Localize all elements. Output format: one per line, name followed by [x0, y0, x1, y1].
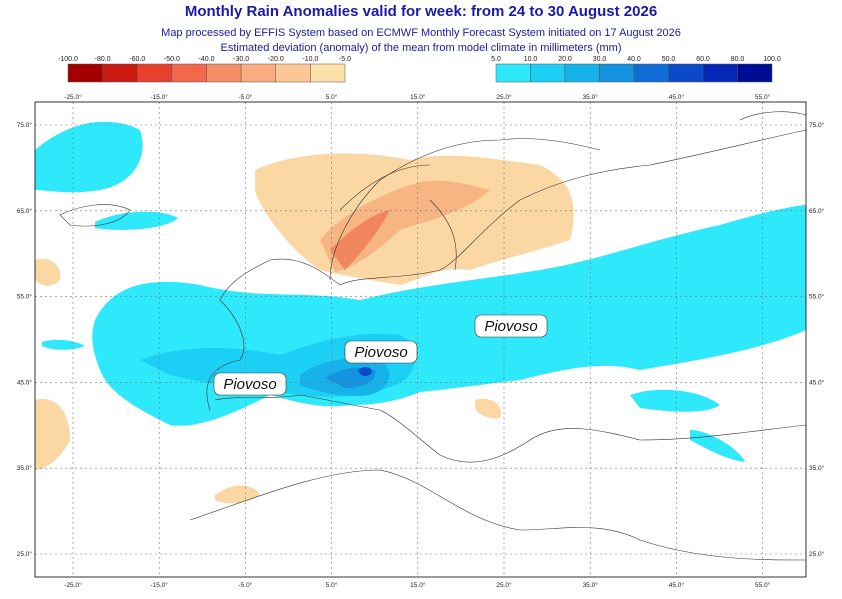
lat-label: 55.0°	[809, 293, 825, 301]
colorbar-label: 20.0	[558, 56, 572, 63]
colorbar-label: 50.0	[662, 56, 676, 63]
colorbar-box	[737, 63, 773, 83]
annotation: Piovoso	[484, 318, 537, 335]
colorbar-label: 30.0	[593, 56, 607, 63]
colorbar-label: 60.0	[696, 56, 710, 63]
lon-label: 25.0°	[496, 581, 512, 589]
lon-label: -25.0°	[64, 93, 82, 101]
colorbar-label: -100.0	[58, 56, 78, 63]
colorbar-box	[171, 63, 207, 83]
colorbar-label: 40.0	[627, 56, 641, 63]
colorbar-label: -10.0	[302, 56, 318, 63]
colorbar-box	[206, 63, 242, 83]
colorbar-label: 100.0	[763, 56, 781, 63]
lon-label: 35.0°	[583, 93, 599, 101]
colorbar-label: 10.0	[524, 56, 538, 63]
lon-label: 15.0°	[410, 581, 426, 589]
lon-label: 25.0°	[496, 93, 512, 101]
lat-label: 75.0°	[17, 121, 33, 129]
colorbar-label: -30.0	[233, 56, 249, 63]
colorbar-box	[310, 63, 346, 83]
lon-label: 55.0°	[755, 581, 771, 589]
lon-label: 5.0°	[326, 93, 338, 101]
colorbar-box	[564, 63, 600, 83]
colorbar-box	[633, 63, 669, 83]
coordinate-labels: -25.0° -25.0° -15.0° -15.0° -5.0° -5.0° 5.0° 5.…	[17, 93, 825, 589]
lon-label: -5.0°	[238, 581, 252, 589]
lat-label: 75.0°	[809, 121, 825, 129]
dry-area	[215, 485, 260, 504]
colorbar-label: 80.0	[731, 56, 745, 63]
wet-area	[42, 339, 85, 350]
lat-label: 35.0°	[809, 464, 825, 472]
wet-area	[95, 211, 178, 230]
annotation-box	[344, 340, 418, 364]
colorbar-box	[495, 63, 531, 83]
title: Monthly Rain Anomalies valid for week: f…	[185, 3, 657, 20]
colorbars: -100.0 -80.0 -60.0 -50.0 -40.0 -30.0 -20.0 -10.…	[58, 56, 781, 83]
lat-label: 35.0°	[17, 464, 33, 472]
map-frame	[34, 101, 807, 578]
colorbar-label: -50.0	[164, 56, 180, 63]
dry-area	[35, 399, 70, 470]
lon-label: 45.0°	[669, 581, 685, 589]
colorbar-box	[67, 63, 103, 83]
subtitle: Estimated deviation (anomaly) of the mea…	[220, 42, 621, 54]
colorbar-label: 5.0	[491, 56, 501, 63]
wet-area	[690, 430, 745, 462]
colorbar-box	[599, 63, 635, 83]
subtitle: Map processed by EFFIS System based on E…	[161, 27, 681, 39]
colorbar-box	[530, 63, 566, 83]
dry-area	[330, 210, 390, 270]
annotation: Piovoso	[354, 344, 407, 361]
lat-label: 65.0°	[809, 207, 825, 215]
colorbar-box	[668, 63, 704, 83]
colorbar-label: -5.0	[339, 56, 351, 63]
lon-label: 45.0°	[669, 93, 685, 101]
lon-label: 55.0°	[755, 93, 771, 101]
colorbar-box	[240, 63, 276, 83]
dry-area	[35, 258, 61, 286]
dry-area	[475, 398, 501, 419]
lon-label: -15.0°	[150, 93, 168, 101]
lon-label: 35.0°	[583, 581, 599, 589]
lon-label: -5.0°	[238, 93, 252, 101]
lon-label: 5.0°	[326, 581, 338, 589]
colorbar-box	[137, 63, 173, 83]
wet-area	[358, 366, 372, 377]
lat-label: 45.0°	[17, 378, 33, 386]
colorbar-box	[102, 63, 138, 83]
lat-label: 55.0°	[17, 293, 33, 301]
colorbar-box	[275, 63, 311, 83]
lat-label: 45.0°	[809, 378, 825, 386]
lat-label: 25.0°	[809, 550, 825, 558]
graticule	[35, 102, 806, 577]
annotation-box	[213, 372, 287, 396]
annotation-box	[474, 314, 548, 338]
lon-label: 15.0°	[410, 93, 426, 101]
lon-label: -15.0°	[150, 581, 168, 589]
colorbar-label: -60.0	[129, 56, 145, 63]
colorbar-label: -80.0	[95, 56, 111, 63]
colorbar-label: -40.0	[199, 56, 215, 63]
lat-label: 65.0°	[17, 207, 33, 215]
annotations: Piovoso Piovoso Piovoso	[213, 314, 548, 396]
lat-label: 25.0°	[17, 550, 33, 558]
coastlines	[59, 111, 806, 561]
wet-area	[630, 389, 720, 412]
colorbar-box	[702, 63, 738, 83]
wet-area	[35, 121, 143, 193]
annotation: Piovoso	[223, 376, 276, 393]
colorbar-label: -20.0	[268, 56, 284, 63]
lon-label: -25.0°	[64, 581, 82, 589]
